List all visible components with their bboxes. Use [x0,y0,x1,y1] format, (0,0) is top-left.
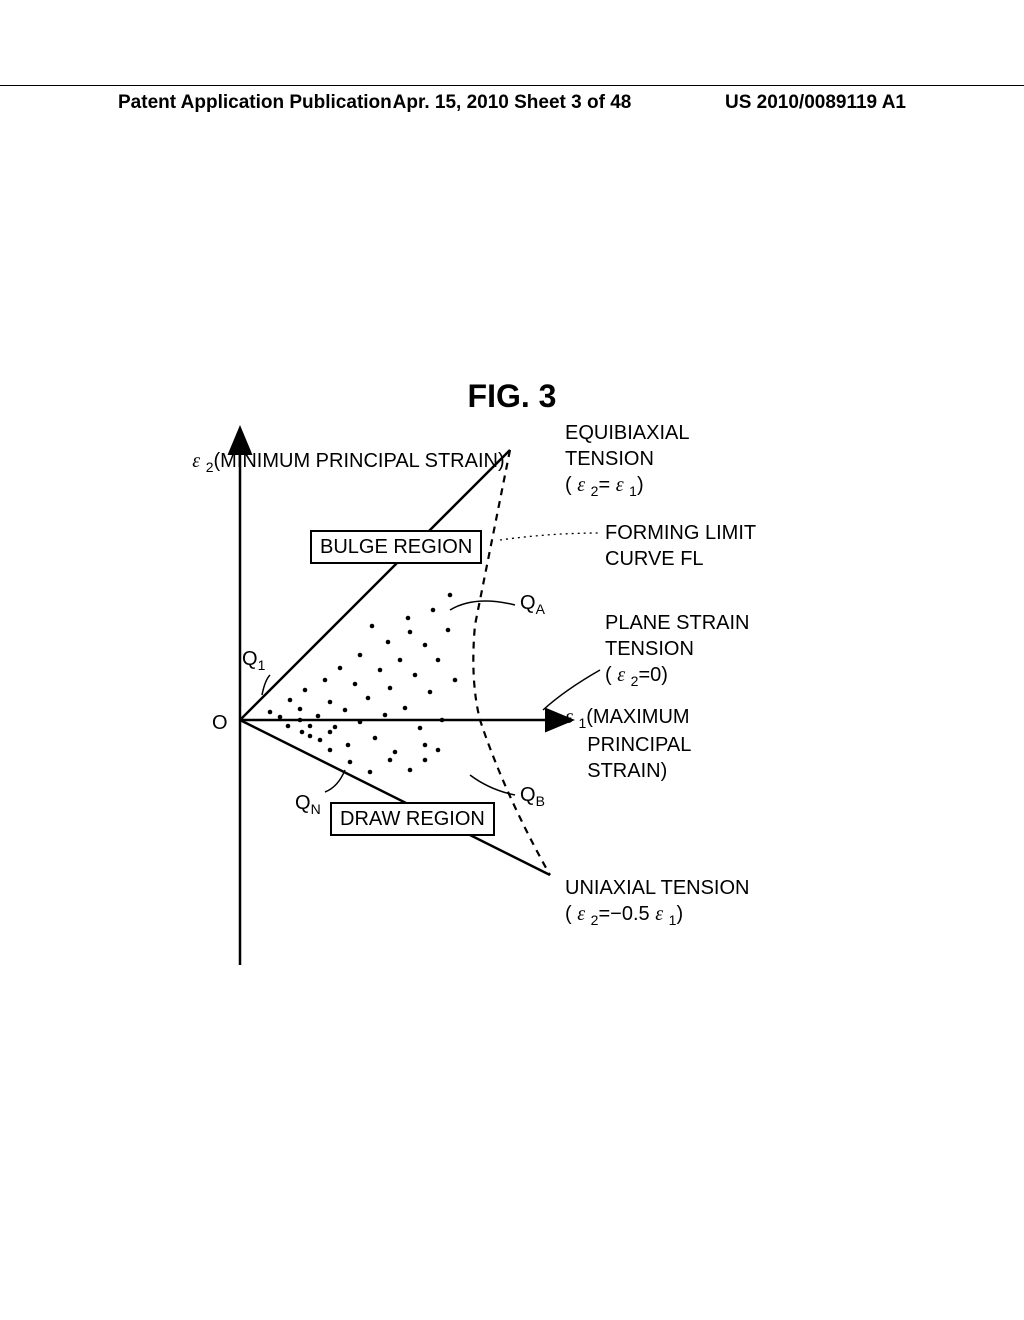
header-center: Apr. 15, 2010 Sheet 3 of 48 [393,92,632,114]
qn-label: QN [295,790,321,818]
figure-title: FIG. 3 [468,378,557,415]
page-header: Patent Application Publication Apr. 15, … [0,85,1024,114]
uniaxial-label: UNIAXIAL TENSION( ε 2=−0.5 ε 1) [565,875,750,929]
bulge-region-box: BULGE REGION [310,530,482,564]
q1-label: Q1 [242,646,265,674]
origin-label: O [212,710,228,736]
equibiaxial-label: EQUIBIAXIALTENSION( ε 2= ε 1) [565,420,690,500]
y-axis-label: ε 2(MINIMUM PRINCIPAL STRAIN) [170,422,505,502]
header-right: US 2010/0089119 A1 [725,92,906,114]
draw-region-box: DRAW REGION [330,802,495,836]
header-left: Patent Application Publication [118,92,392,114]
plane-strain-label: PLANE STRAINTENSION( ε 2=0) [605,610,749,690]
qb-label: QB [520,782,545,810]
flc-label: FORMING LIMITCURVE FL [605,520,756,572]
x-axis-label: ε 1(MAXIMUM PRINCIPAL STRAIN) [565,704,691,784]
qa-label: QA [520,590,545,618]
diagram-svg [170,420,890,980]
forming-limit-diagram: ε 2(MINIMUM PRINCIPAL STRAIN) EQUIBIAXIA… [170,420,890,980]
